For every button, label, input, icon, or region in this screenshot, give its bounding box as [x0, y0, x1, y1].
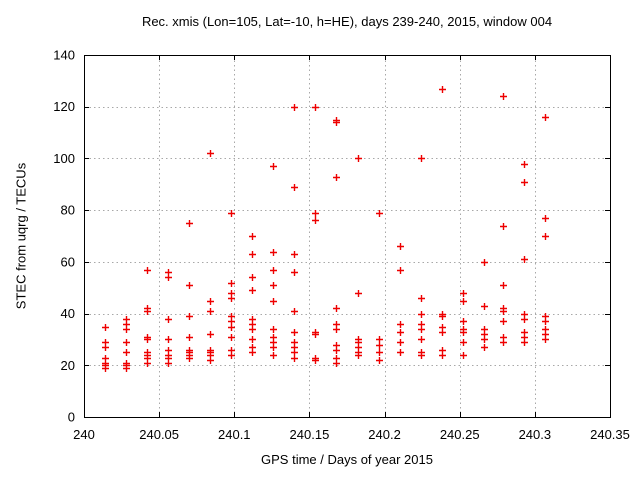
data-point-markers [102, 86, 549, 372]
y-tick-label: 100 [53, 151, 75, 166]
y-tick-label: 120 [53, 99, 75, 114]
x-tick-label: 240.25 [440, 427, 480, 442]
x-tick-label: 240.1 [218, 427, 251, 442]
y-tick-label: 80 [61, 203, 75, 218]
plot-border [84, 55, 611, 418]
x-tick-label: 240.15 [290, 427, 330, 442]
x-tick-label: 240.2 [368, 427, 401, 442]
x-tick-label: 240 [73, 427, 95, 442]
chart-title: Rec. xmis (Lon=105, Lat=-10, h=HE), days… [141, 14, 553, 29]
x-tick-label: 240.05 [139, 427, 179, 442]
x-tick-label: 240.3 [519, 427, 552, 442]
x-axis-label: GPS time / Days of year 2015 [261, 452, 433, 467]
y-tick-label: 0 [68, 410, 75, 425]
y-tick-label: 20 [61, 358, 75, 373]
grid-lines [85, 56, 609, 416]
y-tick-label: 40 [61, 306, 75, 321]
axis-ticks [84, 55, 611, 418]
x-tick-label: 240.35 [590, 427, 630, 442]
y-tick-label: 140 [53, 48, 75, 63]
y-tick-label: 60 [61, 254, 75, 269]
